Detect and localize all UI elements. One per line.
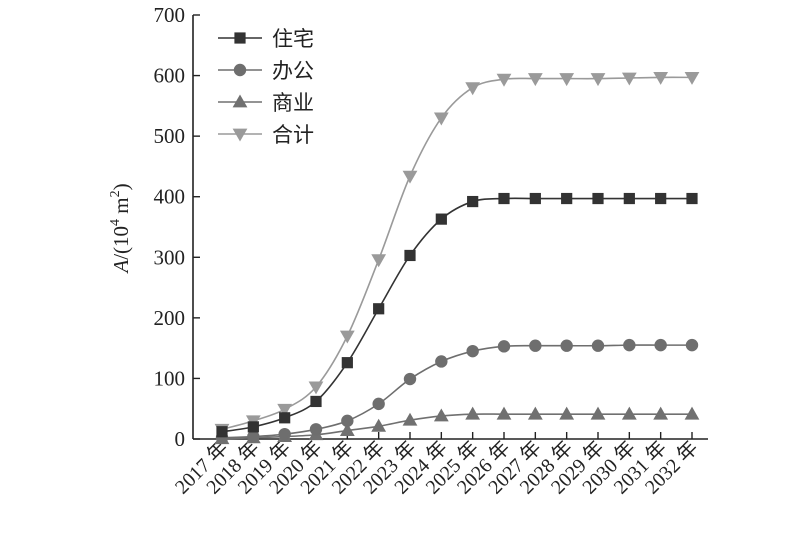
- data-point: [559, 73, 575, 87]
- data-point: [623, 338, 636, 352]
- data-point: [496, 73, 512, 87]
- data-point: [623, 192, 635, 205]
- data-point: [653, 406, 669, 420]
- y-tick-label: 500: [154, 124, 186, 148]
- data-point: [653, 71, 669, 85]
- y-tick-label: 200: [154, 306, 186, 330]
- data-point: [591, 339, 605, 352]
- legend-entry: 合计: [218, 123, 314, 147]
- data-point: [621, 406, 637, 420]
- data-point: [339, 330, 355, 344]
- data-point: [279, 412, 291, 424]
- data-point: [371, 418, 387, 432]
- series-line: [221, 413, 692, 440]
- legend-marker: [234, 32, 246, 44]
- data-point: [559, 406, 575, 420]
- data-point: [686, 192, 698, 205]
- data-point: [216, 426, 228, 438]
- data-point: [466, 344, 479, 358]
- data-point: [435, 213, 447, 225]
- data-point: [402, 170, 418, 184]
- data-point: [309, 423, 323, 436]
- series-合计: [214, 71, 700, 437]
- legend-label: 合计: [272, 123, 314, 147]
- legend-marker: [232, 128, 248, 142]
- data-point: [497, 340, 511, 353]
- data-point: [684, 406, 700, 420]
- legend-entry: 办公: [218, 59, 314, 83]
- data-point: [278, 427, 291, 441]
- data-point: [402, 412, 418, 426]
- data-point: [465, 406, 481, 420]
- y-tick-label: 300: [154, 245, 186, 269]
- series-line: [221, 76, 693, 431]
- data-point: [339, 423, 355, 436]
- data-point: [433, 408, 449, 422]
- data-point: [465, 82, 481, 96]
- legend-marker: [233, 63, 247, 77]
- legend-marker: [232, 94, 248, 108]
- legend-label: 办公: [272, 59, 314, 83]
- data-point: [435, 355, 448, 368]
- data-point: [433, 112, 449, 126]
- legend-label: 商业: [272, 91, 314, 115]
- data-point: [590, 73, 606, 87]
- data-point: [496, 406, 512, 420]
- series-group: [214, 71, 700, 445]
- series-line: [221, 344, 692, 439]
- data-point: [341, 414, 354, 428]
- data-point: [310, 395, 322, 408]
- data-point: [373, 303, 385, 315]
- data-point: [655, 192, 667, 205]
- y-tick-label: 100: [154, 366, 186, 390]
- data-point: [404, 249, 416, 262]
- data-point: [403, 372, 417, 386]
- data-point: [247, 421, 259, 433]
- data-point: [527, 73, 543, 87]
- y-tick-label: 700: [154, 3, 186, 27]
- data-point: [621, 72, 637, 86]
- y-tick-label: 600: [154, 64, 186, 88]
- y-axis-ticks: 0 100 200 300 400 500 600 700: [154, 3, 200, 451]
- axes: [192, 15, 708, 440]
- y-axis-label: A/(104 m2): [108, 183, 133, 274]
- data-point: [529, 339, 542, 352]
- y-tick-label: 400: [154, 185, 186, 209]
- data-point: [560, 339, 573, 352]
- data-point: [277, 403, 293, 417]
- y-tick-label: 0: [175, 427, 186, 451]
- legend-entry: 商业: [218, 91, 314, 115]
- data-point: [247, 430, 260, 443]
- data-point: [592, 192, 604, 205]
- data-point: [529, 192, 541, 205]
- data-point: [308, 381, 324, 395]
- series-办公: [215, 338, 699, 444]
- data-point: [654, 338, 667, 352]
- data-point: [341, 357, 353, 369]
- series-line: [221, 197, 692, 433]
- data-point: [684, 71, 700, 85]
- data-point: [498, 192, 510, 205]
- data-point: [561, 192, 573, 205]
- series-住宅: [216, 192, 698, 438]
- data-point: [685, 338, 699, 352]
- data-point: [590, 406, 606, 420]
- legend-entry: 住宅: [218, 27, 314, 51]
- data-point: [467, 195, 479, 208]
- data-point: [371, 254, 387, 268]
- data-point: [527, 406, 543, 420]
- legend-label: 住宅: [272, 27, 314, 51]
- data-point: [372, 397, 385, 411]
